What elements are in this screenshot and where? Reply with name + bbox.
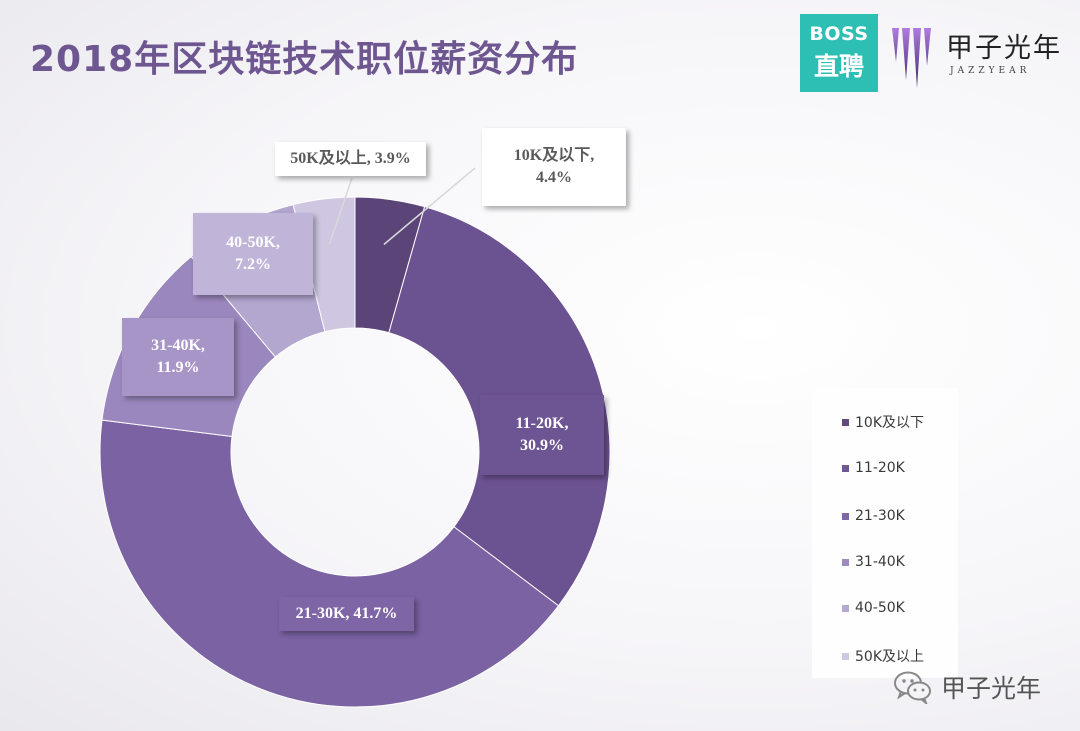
legend-label-11-20k: 11-20K [855, 460, 905, 476]
legend-item-10k-below: 10K及以下 [842, 412, 924, 432]
legend-swatch-31-40k [842, 558, 849, 566]
data-label-10k-below-category: 10K及以下 [513, 147, 591, 164]
legend-label-21-30k: 21-30K [855, 508, 905, 524]
data-label-50k-plus: 50K及以上, 3.9% [275, 142, 426, 176]
wechat-account-name: 甲子光年 [941, 674, 1042, 703]
data-label-11-20k-value: 30.9% [520, 437, 564, 454]
data-label-21-30k-category: 21-30K [295, 605, 346, 622]
jazzyear-brand-en: JAZZYEAR [950, 66, 1031, 76]
legend-swatch-50k-plus [842, 652, 849, 660]
legend-label-10k-below: 10K及以下 [855, 415, 924, 431]
legend-item-11-20k: 11-20K [842, 460, 905, 476]
jazzyear-brand-name: 甲子光年 [946, 33, 1062, 64]
data-label-11-20k: 11-20K, 30.9% [480, 395, 604, 475]
leader-line-50k-plus [328, 177, 353, 245]
chart-leader-lines [328, 167, 476, 246]
boss-logo-line1: BOSS [809, 23, 869, 45]
slice-21-30k-2 [99, 419, 560, 708]
data-label-40-50k-value: 7.2% [235, 256, 271, 273]
data-label-40-50k-category: 40-50K [226, 234, 276, 251]
data-label-50k-plus-category: 50K及以上 [290, 150, 367, 167]
legend-swatch-40-50k [842, 604, 849, 612]
data-label-21-30k-value: 41.7% [353, 605, 398, 622]
legend-label-31-40k: 31-40K [855, 554, 905, 570]
data-label-31-40k: 31-40K, 11.9% [122, 318, 234, 396]
data-label-21-30k: 21-30K, 41.7% [279, 597, 414, 631]
jazzyear-mark-icon [892, 28, 931, 88]
legend-item-40-50k: 40-50K [842, 600, 905, 616]
legend-swatch-11-20k [842, 464, 849, 472]
wechat-icon [894, 671, 931, 704]
leader-line-10k-below [383, 167, 476, 246]
legend-swatch-10k-below [842, 418, 849, 426]
legend-label-40-50k: 40-50K [855, 600, 905, 616]
legend-swatch-21-30k [842, 512, 849, 520]
legend-label-50k-plus: 50K及以上 [855, 649, 924, 665]
data-label-50k-plus-value: 3.9% [374, 150, 411, 167]
data-label-31-40k-value: 11.9% [156, 359, 200, 376]
legend-item-50k-plus: 50K及以上 [842, 646, 924, 666]
data-label-10k-below-value: 4.4% [536, 169, 572, 186]
legend-item-31-40k: 31-40K [842, 554, 905, 570]
boss-zhipin-logo: BOSS 直聘 [800, 14, 878, 92]
data-label-10k-below: 10K及以下, 4.4% [482, 128, 626, 206]
boss-logo-line2: 直聘 [813, 52, 864, 81]
legend-item-21-30k: 21-30K [842, 508, 905, 524]
chart-legend: 10K及以下 11-20K 21-30K 31-40K 40-50K 50K及以… [812, 388, 958, 678]
data-label-40-50k: 40-50K, 7.2% [193, 213, 313, 295]
wechat-watermark: 甲子光年 [893, 669, 1041, 705]
page-title: 2018年区块链技术职位薪资分布 [30, 39, 579, 80]
data-label-31-40k-category: 31-40K [151, 337, 201, 354]
data-label-11-20k-category: 11-20K [515, 415, 565, 432]
